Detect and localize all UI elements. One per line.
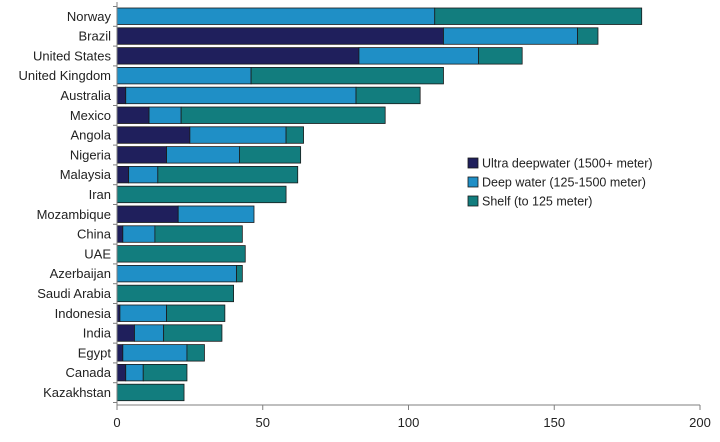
bar-uae-series-3 xyxy=(116,245,246,263)
bar-egypt-series-2 xyxy=(122,344,188,362)
bar-india-series-3 xyxy=(163,324,223,342)
axes-layer xyxy=(113,2,701,410)
bars-layer xyxy=(116,7,643,402)
category-label-mozambique: Mozambique xyxy=(37,207,111,222)
bar-indonesia-series-2 xyxy=(119,304,167,322)
category-label-indonesia: Indonesia xyxy=(55,306,112,321)
category-label-azerbaijan: Azerbaijan xyxy=(50,266,111,281)
legend: Ultra deepwater (1500+ meter) Deep water … xyxy=(467,157,653,209)
bar-india-series-2 xyxy=(134,324,165,342)
category-label-iran: Iran xyxy=(89,187,111,202)
category-label-brazil: Brazil xyxy=(78,29,111,44)
bar-australia-series-3 xyxy=(355,86,421,105)
bar-malaysia-series-3 xyxy=(157,165,299,184)
bar-indonesia-series-3 xyxy=(166,304,226,322)
bar-nigeria-series-2 xyxy=(166,146,240,164)
legend-swatch-1 xyxy=(467,157,479,169)
bar-angola-series-3 xyxy=(285,126,304,144)
bar-iran-series-3 xyxy=(116,185,287,204)
bar-australia-series-1 xyxy=(116,86,127,105)
bar-azerbaijan-series-3 xyxy=(236,264,243,283)
bar-china-series-1 xyxy=(116,225,124,243)
legend-label-1: Ultra deepwater (1500+ meter) xyxy=(482,157,653,171)
bar-mexico-series-3 xyxy=(180,106,386,124)
category-labels: Norway Brazil United States United Kingdom A… xyxy=(19,9,112,400)
legend-swatch-3 xyxy=(467,195,479,207)
bar-united-kingdom-series-3 xyxy=(250,67,444,85)
bar-azerbaijan-series-2 xyxy=(116,264,237,283)
x-tick-label-100: 100 xyxy=(398,415,420,430)
bar-kazakhstan-series-3 xyxy=(116,383,185,402)
bar-mexico-series-2 xyxy=(148,106,182,124)
bar-canada-series-3 xyxy=(142,363,188,382)
category-label-egypt: Egypt xyxy=(78,345,112,360)
bar-egypt-series-3 xyxy=(186,344,205,362)
legend-label-3: Shelf (to 125 meter) xyxy=(482,195,592,209)
bar-united-kingdom-series-2 xyxy=(116,67,252,85)
x-tick-label-150: 150 xyxy=(543,415,565,430)
bar-canada-series-1 xyxy=(116,363,127,382)
category-label-united-states: United States xyxy=(33,48,112,63)
bar-angola-series-1 xyxy=(116,126,191,144)
bar-canada-series-2 xyxy=(125,363,144,382)
bar-malaysia-series-2 xyxy=(128,165,159,184)
bar-mozambique-series-2 xyxy=(177,205,255,223)
bar-china-series-2 xyxy=(122,225,156,243)
bar-nigeria-series-1 xyxy=(116,146,167,164)
category-label-norway: Norway xyxy=(67,9,112,24)
bar-united-states-series-2 xyxy=(358,47,479,65)
x-tick-label-200: 200 xyxy=(689,415,711,430)
bar-malaysia-series-1 xyxy=(116,165,130,184)
bar-nigeria-series-3 xyxy=(239,146,302,164)
x-tick-label-0: 0 xyxy=(113,415,120,430)
legend-swatch-2 xyxy=(467,176,479,188)
bar-mozambique-series-1 xyxy=(116,205,179,223)
category-label-australia: Australia xyxy=(60,88,111,103)
bar-brazil-series-2 xyxy=(443,27,578,45)
bar-india-series-1 xyxy=(116,324,135,342)
category-label-malaysia: Malaysia xyxy=(60,167,112,182)
bar-angola-series-2 xyxy=(189,126,287,144)
category-label-saudi-arabia: Saudi Arabia xyxy=(37,286,111,301)
category-label-angola: Angola xyxy=(71,128,112,143)
legend-label-2: Deep water (125-1500 meter) xyxy=(482,176,646,190)
category-label-mexico: Mexico xyxy=(70,108,111,123)
bar-united-states-series-1 xyxy=(116,47,360,65)
bar-united-states-series-3 xyxy=(478,47,523,65)
bar-saudi-arabia-series-3 xyxy=(116,284,234,303)
category-label-india: India xyxy=(83,326,112,341)
bar-brazil-series-3 xyxy=(577,27,599,45)
category-label-china: China xyxy=(77,227,112,242)
x-tick-labels: 0 50 100 150 200 xyxy=(113,415,710,430)
x-tick-label-50: 50 xyxy=(256,415,270,430)
bar-egypt-series-1 xyxy=(116,344,124,362)
bar-china-series-3 xyxy=(154,225,243,243)
category-label-united-kingdom: United Kingdom xyxy=(19,68,112,83)
category-label-nigeria: Nigeria xyxy=(70,147,112,162)
category-label-kazakhstan: Kazakhstan xyxy=(43,385,111,400)
bar-australia-series-2 xyxy=(125,86,357,105)
bar-norway-series-3 xyxy=(434,7,643,25)
category-label-uae: UAE xyxy=(84,246,111,261)
bar-norway-series-2 xyxy=(116,7,436,25)
category-label-canada: Canada xyxy=(65,365,111,380)
bar-mexico-series-1 xyxy=(116,106,150,124)
bar-brazil-series-1 xyxy=(116,27,444,45)
